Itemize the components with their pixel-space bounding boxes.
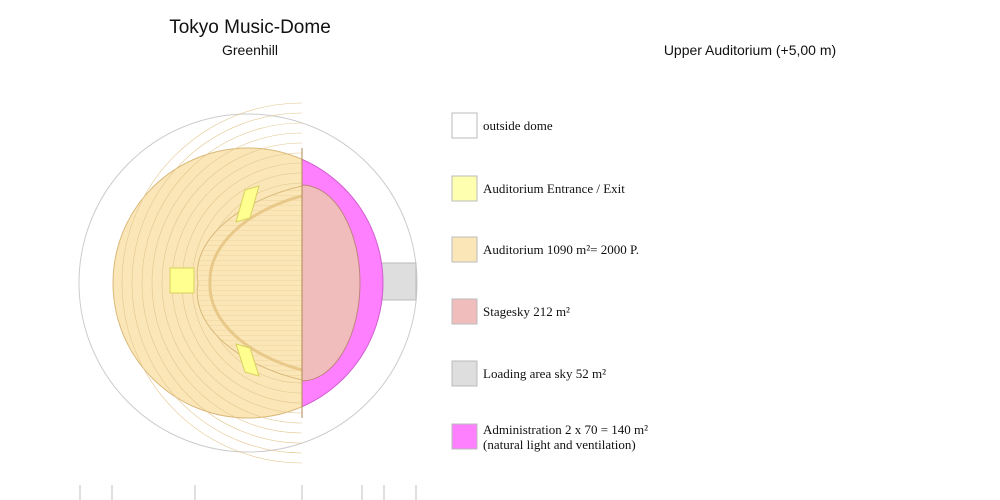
legend-swatch	[451, 298, 478, 325]
legend-label: Administration 2 x 70 = 140 m²	[483, 422, 648, 437]
legend-swatch	[451, 112, 478, 139]
legend-swatch	[451, 360, 478, 387]
stage	[302, 184, 361, 382]
floor-plan	[78, 102, 418, 500]
entrance	[235, 185, 260, 223]
legend-label: Stagesky 212 m²	[483, 304, 570, 319]
legend-label: outside dome	[483, 118, 553, 133]
legend-note: (natural light and ventilation)	[483, 437, 636, 452]
view-label: Upper Auditorium (+5,00 m)	[664, 42, 836, 58]
entrance	[235, 343, 260, 377]
legend-swatch	[451, 236, 478, 263]
legend-label: Auditorium Entrance / Exit	[483, 181, 625, 196]
legend-label: Auditorium 1090 m²= 2000 P.	[483, 242, 639, 257]
title: Tokyo Music-Dome	[169, 17, 331, 38]
entrance	[169, 267, 195, 294]
legend-label: Loading area sky 52 m²	[483, 366, 606, 381]
legend: outside dome Auditorium Entrance / Exit Au…	[451, 112, 648, 452]
legend-swatch	[451, 175, 478, 202]
legend-swatch	[451, 423, 478, 450]
apron-rail	[208, 194, 303, 372]
subtitle: Greenhill	[222, 42, 278, 58]
